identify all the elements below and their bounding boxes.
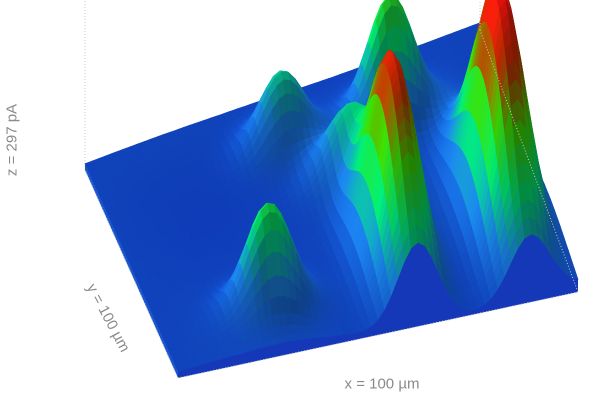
surface-mesh xyxy=(84,0,579,378)
bounding-box-front xyxy=(84,0,579,379)
box-edge xyxy=(177,291,579,379)
box-edge xyxy=(84,169,179,379)
surface-front-wall xyxy=(178,234,578,378)
surface-cell xyxy=(482,0,490,22)
z-axis-label: z = 297 pA xyxy=(3,103,21,177)
surface-left-wall xyxy=(85,163,178,378)
x-axis-label: x = 100 µm xyxy=(344,375,420,393)
